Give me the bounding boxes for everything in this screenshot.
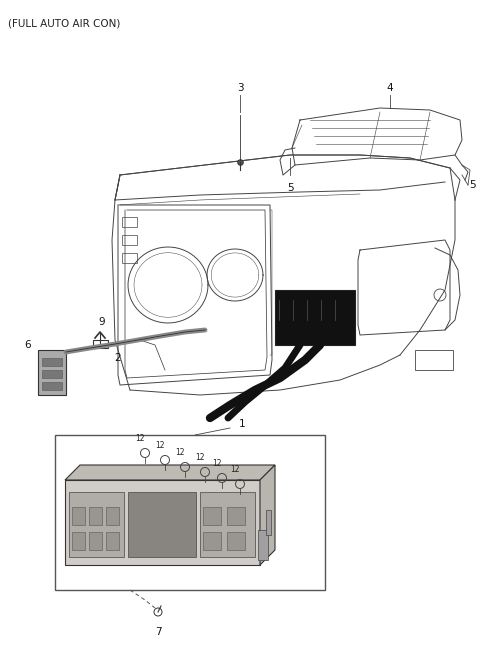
Text: 12: 12 <box>230 465 240 474</box>
Text: 6: 6 <box>24 340 31 350</box>
Bar <box>89 507 102 525</box>
Bar <box>42 370 62 378</box>
Text: (FULL AUTO AIR CON): (FULL AUTO AIR CON) <box>8 18 120 28</box>
Polygon shape <box>260 465 275 565</box>
Text: 1: 1 <box>239 419 245 429</box>
Bar <box>122 253 137 263</box>
Bar <box>106 532 119 550</box>
Text: 12: 12 <box>212 459 222 468</box>
Bar <box>42 382 62 390</box>
Text: 7: 7 <box>155 627 161 637</box>
Text: 5: 5 <box>287 183 293 193</box>
Text: 12: 12 <box>175 448 185 457</box>
Bar <box>72 507 85 525</box>
Bar <box>275 290 355 345</box>
Bar <box>89 532 102 550</box>
Text: 9: 9 <box>99 317 105 327</box>
Text: 12: 12 <box>155 441 165 450</box>
Bar <box>65 480 260 565</box>
Bar <box>55 435 325 590</box>
Bar <box>122 217 137 227</box>
Text: 12: 12 <box>195 453 205 462</box>
Bar <box>38 350 66 395</box>
Bar <box>69 492 124 557</box>
Bar <box>93 340 108 348</box>
Bar <box>227 507 245 525</box>
Text: 2: 2 <box>115 353 121 363</box>
Bar <box>203 532 221 550</box>
Bar <box>42 358 62 366</box>
Bar <box>106 507 119 525</box>
Bar <box>72 532 85 550</box>
Bar <box>227 532 245 550</box>
Bar <box>266 510 271 535</box>
Polygon shape <box>65 465 275 480</box>
Text: 12: 12 <box>135 434 145 443</box>
Bar <box>258 530 268 560</box>
Bar <box>203 507 221 525</box>
Text: 3: 3 <box>237 83 243 93</box>
Bar <box>128 492 196 557</box>
Text: 5: 5 <box>470 180 476 190</box>
Bar <box>122 235 137 245</box>
Text: 4: 4 <box>387 83 393 93</box>
Bar <box>415 350 453 370</box>
Bar <box>200 492 255 557</box>
